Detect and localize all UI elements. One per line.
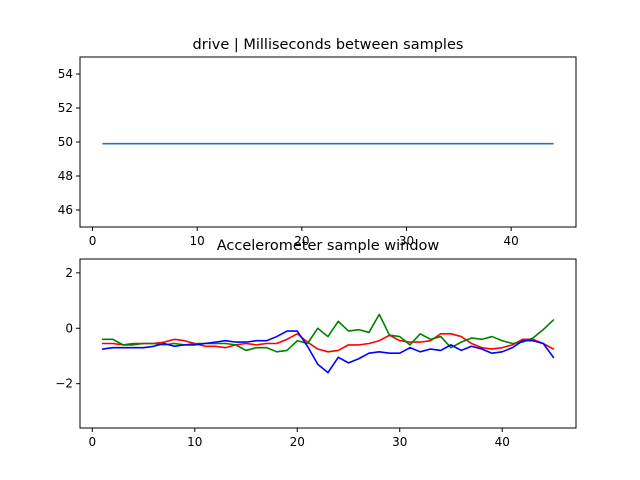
chart-1: 0 10 20 30 40 46 48 50 52 54 drive | Milliseconds … (58, 37, 577, 248)
chart-2-series-line-2 (101, 313, 555, 353)
chart-1-y-tick-label: 52 (58, 101, 73, 115)
chart-1-x-tick-label: 0 (89, 234, 97, 248)
chart-2-y-tick-label: 2 (65, 266, 73, 280)
chart-2-y-tick-label: −2 (55, 377, 73, 391)
chart-1-y-tick-label: 54 (58, 67, 73, 81)
chart-2-y-tick-label: 0 (65, 321, 73, 335)
chart-1-y-tick-label: 46 (58, 203, 73, 217)
chart-2-series-line-1 (101, 332, 555, 353)
chart-2-x-tick-label: 40 (495, 435, 510, 449)
chart-2-series-line-3 (101, 330, 555, 374)
chart-2-x-tick-label: 0 (88, 435, 96, 449)
chart-2-plot-frame (79, 258, 577, 429)
chart-1-y-tick-label: 50 (58, 135, 73, 149)
chart-1-x-tick-label: 30 (399, 234, 414, 248)
chart-2-x-tick-label: 20 (290, 435, 305, 449)
chart-1-title: drive | Milliseconds between samples (193, 37, 464, 53)
chart-2-x-tick-label: 10 (187, 435, 202, 449)
chart-1-x-tick-label: 40 (503, 234, 518, 248)
chart-1-y-tick-label: 48 (58, 169, 73, 183)
chart-2-x-tick-label: 30 (392, 435, 407, 449)
chart-2-title: Accelerometer sample window (217, 238, 440, 254)
chart-1-x-tick-label: 10 (190, 234, 205, 248)
chart-1-x-tick-label: 20 (294, 234, 309, 248)
chart-2: 0 10 20 30 40 −2 0 2 Accelerometer sample window (55, 238, 577, 449)
